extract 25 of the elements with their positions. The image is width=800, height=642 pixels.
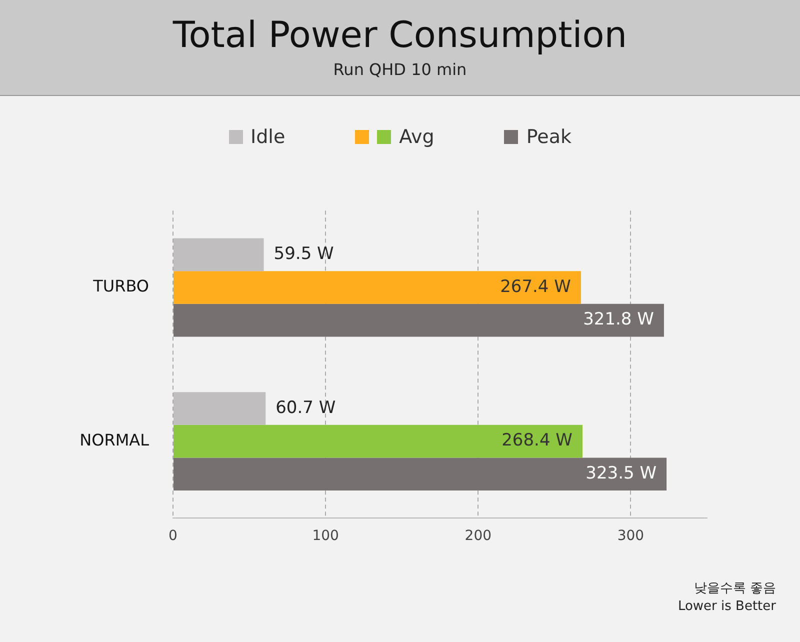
legend-label: Avg [399,126,434,148]
data-label: 321.8 W [583,310,654,330]
y-tick-label: TURBO [92,276,149,296]
bar [174,304,664,337]
legend-label: Idle [250,126,286,148]
text: 낮을수록 좋음 [692,580,776,598]
text: Lower is Better [678,598,776,616]
x-tick-label: 100 [312,528,339,544]
data-label: 267.4 W [500,276,572,297]
data-label: 60.7 W [276,398,336,418]
data-label: 268.4 W [502,430,573,451]
bar [174,424,582,458]
x-tick-label: 200 [464,528,492,544]
chart-subtitle: Run QHD 10 min [332,60,468,79]
chart-title: Total Power Consumption [172,14,628,58]
x-tick-label: 0 [168,528,178,544]
data-label: 59.5 W [274,244,334,264]
y-tick-label: NORMAL [80,430,150,450]
x-tick-label: 300 [617,528,644,544]
legend-label: Peak [526,126,572,148]
bar [174,238,264,272]
data-label: 323.5 W [586,464,657,484]
bar [174,271,581,304]
bar [174,458,667,491]
bar [174,392,266,425]
